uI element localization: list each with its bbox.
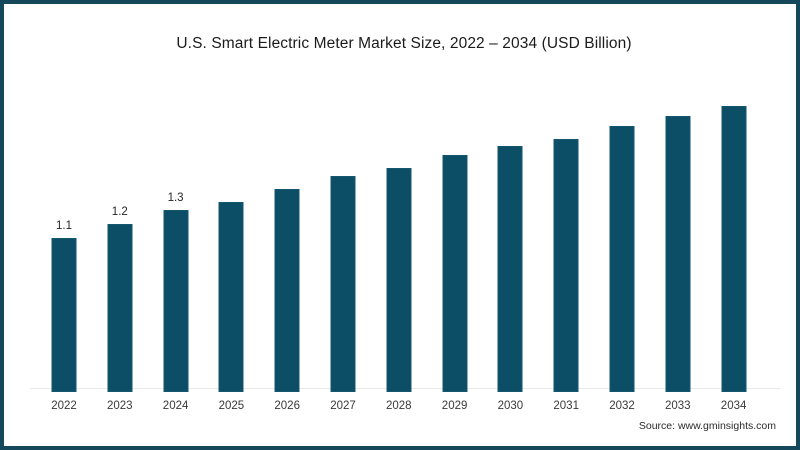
bar-value-label: 1.1 (56, 220, 72, 232)
chart-title: U.S. Smart Electric Meter Market Size, 2… (176, 35, 632, 52)
bar-group: 2025 (203, 4, 259, 446)
x-axis-tick-label: 2034 (720, 400, 747, 412)
x-axis-tick-label: 2027 (330, 400, 356, 412)
bar-group: 2030 (482, 4, 538, 446)
bar-group: 2033 (650, 4, 706, 446)
bar[interactable] (665, 116, 691, 392)
plot-area: 1.1 2022 1.2 2023 1.3 2024 2025 2026 2027 2028 202… (4, 4, 796, 446)
bar[interactable] (442, 155, 468, 392)
x-axis-tick-label: 2033 (665, 400, 691, 412)
x-axis-tick-label: 2025 (218, 400, 245, 412)
bar[interactable] (107, 224, 133, 392)
bar[interactable] (497, 146, 523, 392)
x-axis-tick-label: 2022 (51, 400, 77, 412)
bar[interactable] (163, 210, 189, 392)
x-axis-tick-label: 2028 (386, 400, 412, 412)
bar[interactable] (553, 139, 579, 392)
bar-group: 2034 (706, 4, 762, 446)
bar-group: 2032 (594, 4, 650, 446)
bar[interactable] (386, 168, 412, 392)
bar-group: 2029 (427, 4, 483, 446)
bar[interactable] (609, 126, 635, 392)
bar[interactable] (330, 176, 356, 392)
x-axis-tick-label: 2023 (107, 400, 133, 412)
bar-group: 2031 (538, 4, 594, 446)
bar-group: 2028 (371, 4, 427, 446)
bar-group: 1.2 2023 (92, 4, 148, 446)
bar[interactable] (721, 106, 747, 392)
x-axis-tick-label: 2024 (162, 400, 189, 412)
source-attribution: Source: www.gminsights.com (638, 420, 776, 432)
bar-group: 2027 (315, 4, 371, 446)
bar-value-label: 1.2 (111, 206, 128, 218)
bar[interactable] (274, 189, 300, 392)
bar[interactable] (51, 238, 77, 392)
x-axis-tick-label: 2030 (497, 400, 524, 412)
x-axis-tick-label: 2026 (274, 400, 300, 412)
bar-group: 1.1 2022 (36, 4, 92, 446)
bar-group: 2026 (259, 4, 315, 446)
bar-series: 1.1 2022 1.2 2023 1.3 2024 2025 2026 2027 2028 202… (4, 4, 796, 446)
x-axis-tick-label: 2031 (553, 400, 579, 412)
x-axis-tick-label: 2029 (441, 400, 468, 412)
bar-group: 1.3 2024 (148, 4, 204, 446)
bar[interactable] (218, 202, 244, 392)
x-axis-tick-label: 2032 (609, 400, 635, 412)
bar-value-label: 1.3 (167, 192, 184, 204)
